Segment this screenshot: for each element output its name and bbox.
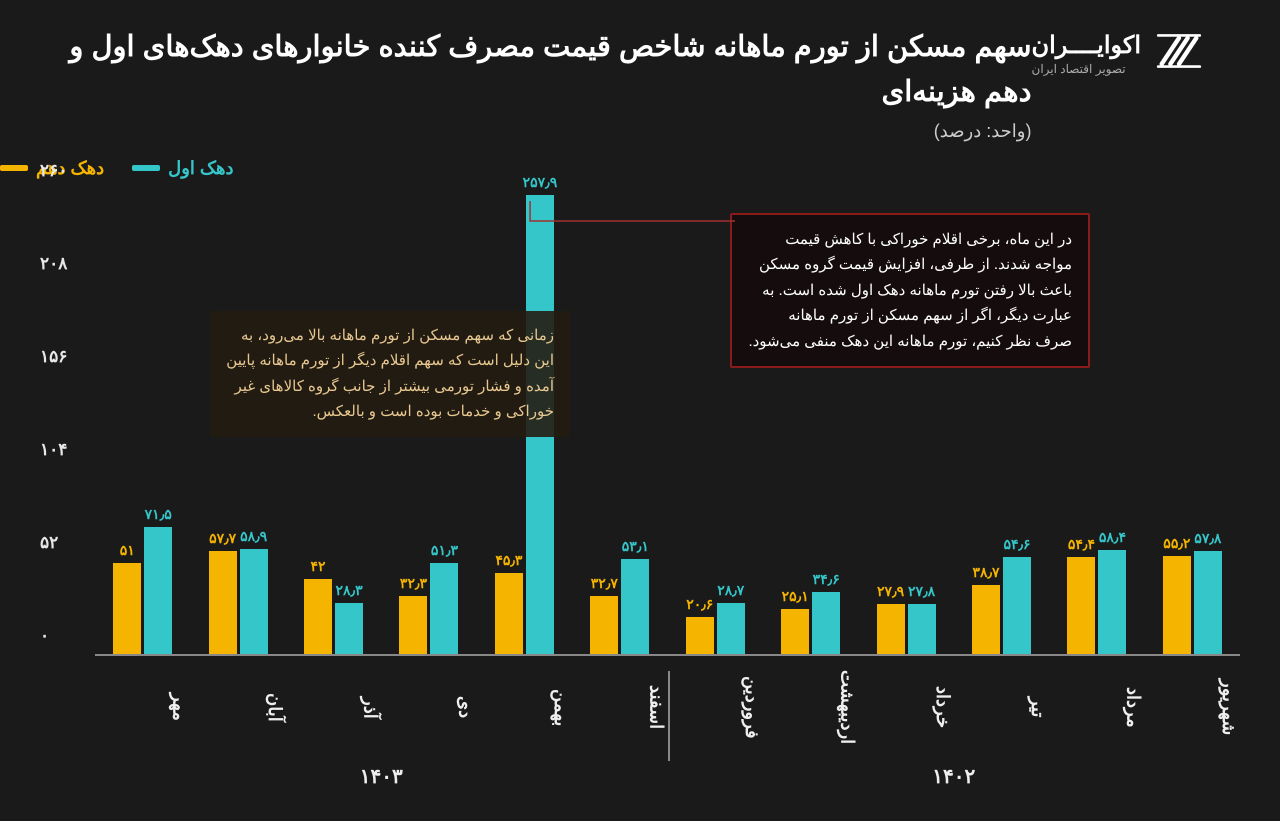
bar-series2: ۳۲٫۳ [399,596,427,654]
x-axis-label: خرداد [858,656,953,751]
bar-series1: ۳۴٫۶ [812,592,840,654]
x-axis-labels: مهرآبانآذردیبهمناسفندفروردیناردیبهشتخردا… [95,656,1240,751]
annotation-note: زمانی که سهم مسکن از تورم ماهانه بالا می… [210,311,570,437]
bar-series1: ۵۸٫۹ [240,549,268,654]
bar-series1: ۷۱٫۵ [144,527,172,654]
bar-series1: ۵۳٫۱ [621,559,649,654]
bar-series2: ۵۱ [113,563,141,654]
bar-series1: ۲۸٫۳ [335,603,363,653]
bar-series2: ۲۷٫۹ [877,604,905,654]
bar-series1: ۵۸٫۴ [1098,550,1126,654]
y-tick: ۲۶۰ [40,161,86,181]
year-label: ۱۴۰۲ [668,764,1241,789]
bar-value-label: ۵۷٫۸ [1194,530,1221,547]
chart: ۰۵۲۱۰۴۱۵۶۲۰۸۲۶۰ ۵۱۷۱٫۵۵۷٫۷۵۸٫۹۴۲۲۸٫۳۳۲٫۳… [40,191,1240,751]
x-axis-label: فروردین [668,656,763,751]
bar-series2: ۳۲٫۷ [590,596,618,654]
logo-icon [1153,25,1205,82]
legend-swatch-1 [132,165,160,171]
bar-series1: ۲۷٫۸ [908,604,936,654]
bar-series1: ۵۱٫۳ [430,563,458,654]
bar-value-label: ۴۲ [311,558,326,575]
y-tick: ۱۰۴ [40,440,86,460]
bar-series1: ۲۸٫۷ [717,603,745,654]
bar-series2: ۵۴٫۴ [1067,557,1095,654]
x-axis-label: اردیبهشت [763,656,858,751]
bar-value-label: ۲۰٫۶ [686,596,713,613]
bar-value-label: ۵۸٫۴ [1099,529,1126,546]
bar-value-label: ۵۳٫۱ [622,538,649,555]
bar-series1: ۵۷٫۸ [1194,551,1222,654]
legend: دهک اول دهک دهم [0,152,1280,179]
brand-name: اکوایــــران [1032,31,1142,60]
bar-group: ۳۲٫۷۵۳٫۱ [572,191,667,654]
plot-area: ۵۱۷۱٫۵۵۷٫۷۵۸٫۹۴۲۲۸٫۳۳۲٫۳۵۱٫۳۴۵٫۳۲۵۷٫۹۳۲٫… [95,191,1240,656]
chart-title: سهم مسکن از تورم ماهانه شاخص قیمت مصرف ک… [45,25,1032,115]
bar-value-label: ۵۱٫۳ [431,542,458,559]
y-tick: ۵۲ [40,533,86,553]
legend-series1: دهک اول [132,158,233,179]
x-axis-label: اسفند [572,656,667,751]
bar-value-label: ۲۷٫۸ [908,583,935,600]
bar-value-label: ۵۸٫۹ [240,528,267,545]
bar-value-label: ۷۱٫۵ [145,506,172,523]
legend-label-1: دهک اول [168,158,233,179]
bar-series2: ۳۸٫۷ [972,585,1000,654]
x-axis-label: مهر [95,656,190,751]
y-tick: ۱۵۶ [40,347,86,367]
x-axis-label: مرداد [1049,656,1144,751]
bar-value-label: ۵۴٫۴ [1068,536,1095,553]
year-label: ۱۴۰۳ [95,764,668,789]
bar-series2: ۵۷٫۷ [209,551,237,654]
y-axis: ۰۵۲۱۰۴۱۵۶۲۰۸۲۶۰ [40,191,90,656]
x-axis-label: بهمن [477,656,572,751]
year-labels: ۱۴۰۲۱۴۰۳ [95,764,1240,789]
bar-series2: ۲۰٫۶ [686,617,714,654]
bar-series2: ۲۵٫۱ [781,609,809,654]
bar-series1: ۵۴٫۶ [1003,557,1031,654]
bar-series2: ۵۵٫۲ [1163,556,1191,654]
bar-group: ۵۵٫۲۵۷٫۸ [1145,191,1240,654]
header: اکوایــــران تصویر اقتصاد ایران سهم مسکن… [0,0,1280,152]
bar-series2: ۴۲ [304,579,332,654]
bar-value-label: ۳۴٫۶ [813,571,840,588]
bar-value-label: ۵۵٫۲ [1163,535,1190,552]
bar-value-label: ۴۵٫۳ [495,552,522,569]
y-tick: ۰ [40,626,86,646]
bar-value-label: ۲۵۷٫۹ [523,174,558,191]
bar-value-label: ۲۵٫۱ [782,588,809,605]
y-tick: ۲۰۸ [40,254,86,274]
annotation-callout: در این ماه، برخی اقلام خوراکی با کاهش قی… [730,213,1090,369]
bar-value-label: ۲۸٫۳ [336,582,363,599]
year-divider [668,671,670,761]
bar-value-label: ۳۲٫۳ [400,575,427,592]
bar-group: ۵۱۷۱٫۵ [95,191,190,654]
legend-swatch-2 [0,165,28,171]
bar-value-label: ۵۷٫۷ [209,530,236,547]
x-axis-label: دی [381,656,476,751]
chart-subtitle: (واحد: درصد) [45,121,1032,142]
bar-value-label: ۲۷٫۹ [877,583,904,600]
bar-value-label: ۲۸٫۷ [717,582,744,599]
brand-tagline: تصویر اقتصاد ایران [1032,62,1142,76]
x-axis-label: آبان [190,656,285,751]
bar-value-label: ۳۸٫۷ [972,564,999,581]
bar-value-label: ۵۱ [120,542,135,559]
x-axis-label: آذر [286,656,381,751]
bar-value-label: ۵۴٫۶ [1003,536,1030,553]
brand-logo: اکوایــــران تصویر اقتصاد ایران [1032,25,1206,82]
x-axis-label: شهریور [1145,656,1240,751]
bar-series2: ۴۵٫۳ [495,573,523,654]
bar-value-label: ۳۲٫۷ [591,575,618,592]
x-axis-label: تیر [954,656,1049,751]
